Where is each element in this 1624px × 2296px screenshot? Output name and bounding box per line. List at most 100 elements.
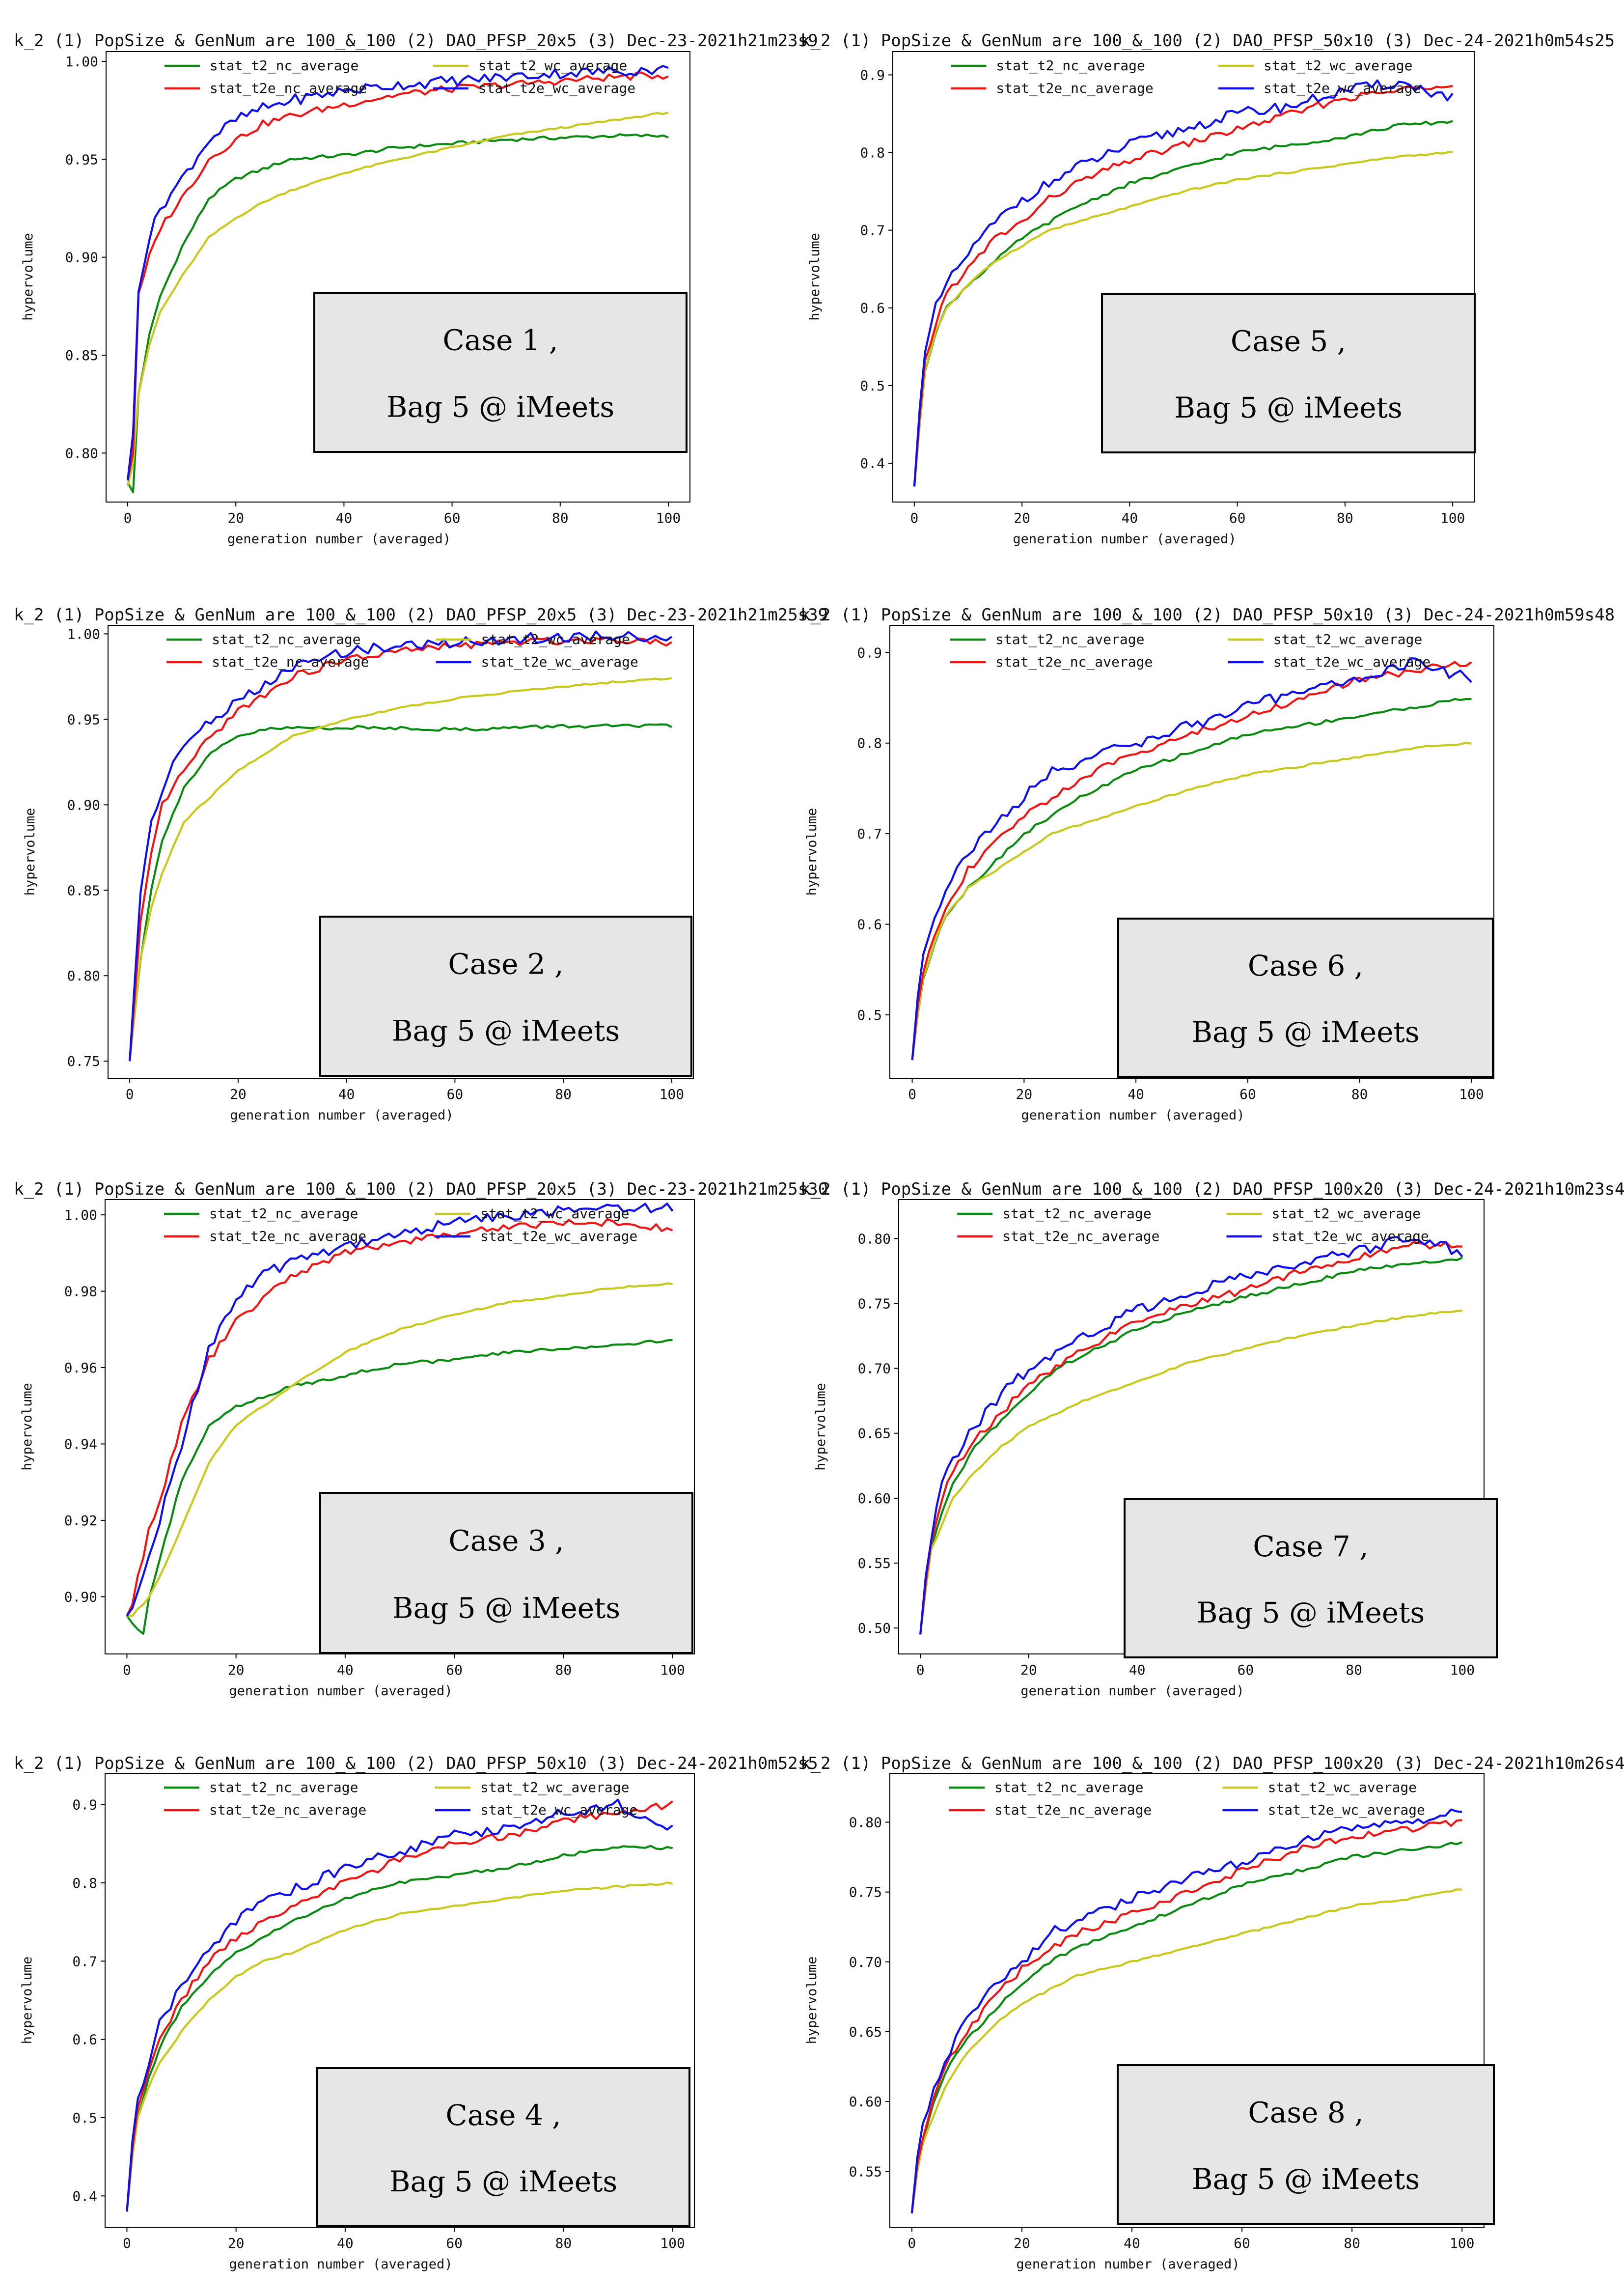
legend-entry: stat_t2e_nc_average: [994, 1802, 1152, 1819]
y-tick-label: 0.8: [857, 735, 882, 752]
x-tick-label: 20: [1014, 510, 1030, 526]
bag-label: Bag 5 @ iMeets: [1191, 1015, 1419, 1049]
chart-title: k_2 (1) PopSize & GenNum are 100_&_100 (…: [800, 1179, 1624, 1199]
y-tick-label: 0.80: [67, 968, 100, 984]
y-tick-label: 0.7: [72, 1953, 97, 1969]
x-tick-label: 60: [1234, 2235, 1250, 2251]
chart-panel-1: k_2 (1) PopSize & GenNum are 100_&_100 (…: [14, 31, 818, 547]
y-tick-label: 0.80: [858, 1231, 891, 1247]
y-tick-label: 0.8: [72, 1875, 97, 1891]
y-tick-label: 0.4: [72, 2188, 97, 2204]
y-tick-label: 0.4: [860, 455, 885, 472]
y-axis-label: hypervolume: [23, 808, 38, 896]
y-tick-label: 0.50: [858, 1620, 891, 1636]
series-line-stat-t2-nc-average: [127, 133, 669, 494]
chart-title: k_2 (1) PopSize & GenNum are 100_&_100 (…: [14, 1179, 828, 1199]
series-line-stat-t2-wc-average: [911, 741, 1472, 1061]
y-tick-label: 0.60: [858, 1490, 891, 1507]
series-line-stat-t2-wc-average: [127, 1282, 673, 1617]
x-tick-label: 60: [446, 2235, 463, 2251]
series-line-stat-t2e-nc-average: [126, 1218, 673, 1617]
x-tick-label: 100: [1459, 1086, 1484, 1102]
legend-entry: stat_t2e_wc_average: [480, 1802, 637, 1819]
y-tick-label: 0.98: [64, 1284, 97, 1300]
y-tick-label: 0.9: [857, 644, 882, 661]
series-line-stat-t2e-wc-average: [126, 1798, 673, 2212]
legend-entry: stat_t2_nc_average: [996, 57, 1145, 74]
y-tick-label: 0.5: [72, 2110, 97, 2126]
y-tick-label: 0.90: [67, 797, 100, 813]
case-label: Case 4 ,: [445, 2099, 561, 2132]
legend-entry: stat_t2_nc_average: [209, 1779, 358, 1796]
bag-label: Bag 5 @ iMeets: [389, 2165, 617, 2198]
chart-title: k_2 (1) PopSize & GenNum are 100_&_100 (…: [14, 1754, 818, 1773]
x-tick-label: 0: [908, 2235, 916, 2251]
y-tick-label: 0.7: [860, 223, 885, 239]
x-tick-label: 40: [1124, 2235, 1140, 2251]
chart-panel-4: k_2 (1) PopSize & GenNum are 100_&_100 (…: [800, 605, 1615, 1123]
y-tick-label: 0.75: [67, 1053, 100, 1069]
x-tick-label: 40: [337, 2235, 354, 2251]
x-axis-label: generation number (averaged): [1013, 532, 1236, 547]
case-label: Case 1 ,: [442, 324, 558, 357]
case-label: Case 2 ,: [448, 948, 563, 981]
series-line-stat-t2e-nc-average: [126, 1800, 673, 2212]
case-box: [313, 292, 688, 453]
axes-frame: [892, 51, 1475, 503]
chart-title: k_2 (1) PopSize & GenNum are 100_&_100 (…: [14, 605, 828, 625]
y-tick-label: 0.6: [860, 300, 885, 316]
bag-label: Bag 5 @ iMeets: [1192, 2162, 1420, 2196]
y-tick-label: 0.94: [64, 1436, 97, 1452]
x-tick-label: 100: [1450, 2235, 1475, 2251]
x-axis-label: generation number (averaged): [1020, 1683, 1244, 1699]
chart-panel-7: k_2 (1) PopSize & GenNum are 100_&_100 (…: [14, 1754, 818, 2272]
legend-entry: stat_t2_wc_average: [1268, 1779, 1417, 1796]
y-tick-label: 0.55: [858, 1555, 891, 1571]
x-tick-label: 20: [228, 1662, 245, 1678]
x-tick-label: 80: [555, 1662, 572, 1678]
y-tick-label: 0.95: [65, 151, 98, 168]
legend-entry: stat_t2_nc_average: [994, 1779, 1143, 1796]
y-tick-label: 0.7: [857, 826, 882, 842]
legend-entry: stat_t2e_wc_average: [1264, 80, 1421, 97]
y-tick-label: 0.9: [72, 1797, 97, 1813]
series-line-stat-t2e-wc-average: [126, 65, 669, 481]
case-box: [319, 916, 692, 1077]
legend-entry: stat_t2_wc_average: [481, 631, 630, 648]
series-line-stat-t2-nc-average: [126, 1339, 673, 1635]
x-tick-label: 20: [1014, 2235, 1030, 2251]
chart-panel-3: k_2 (1) PopSize & GenNum are 100_&_100 (…: [14, 605, 828, 1123]
y-axis-label: hypervolume: [804, 808, 820, 896]
series-line-stat-t2e-wc-average: [910, 1808, 1462, 2213]
chart-title: k_2 (1) PopSize & GenNum are 100_&_100 (…: [14, 31, 818, 51]
axes-frame: [108, 625, 694, 1079]
y-tick-label: 0.92: [64, 1512, 97, 1529]
x-tick-label: 0: [123, 2235, 131, 2251]
case-label: Case 8 ,: [1248, 2096, 1363, 2129]
bag-label: Bag 5 @ iMeets: [1197, 1596, 1425, 1629]
x-axis-label: generation number (averaged): [229, 2257, 452, 2272]
y-tick-label: 0.75: [858, 1295, 891, 1312]
x-tick-label: 0: [124, 510, 132, 526]
x-tick-label: 80: [1351, 1086, 1368, 1102]
series-line-stat-t2-nc-average: [911, 698, 1472, 1061]
x-axis-label: generation number (averaged): [1016, 2257, 1239, 2272]
x-tick-label: 40: [338, 1086, 355, 1102]
legend-entry: stat_t2_wc_average: [1264, 57, 1412, 74]
x-tick-label: 100: [1450, 1662, 1475, 1678]
y-tick-label: 0.9: [860, 67, 885, 83]
case-box: [1124, 1498, 1498, 1658]
x-tick-label: 100: [660, 1086, 685, 1102]
axes-frame: [889, 1773, 1485, 2228]
y-tick-label: 0.90: [65, 250, 98, 266]
x-tick-label: 100: [660, 1662, 685, 1678]
series-line-stat-t2-nc-average: [126, 1845, 673, 2212]
legend-entry: stat_t2e_wc_average: [480, 1228, 637, 1245]
x-tick-label: 0: [123, 1662, 131, 1678]
x-tick-label: 20: [228, 2235, 245, 2251]
y-axis-label: hypervolume: [813, 1383, 828, 1471]
x-tick-label: 100: [660, 2235, 685, 2251]
y-tick-label: 0.85: [65, 347, 98, 364]
y-tick-label: 0.75: [849, 1884, 882, 1901]
y-tick-label: 1.00: [65, 54, 98, 70]
